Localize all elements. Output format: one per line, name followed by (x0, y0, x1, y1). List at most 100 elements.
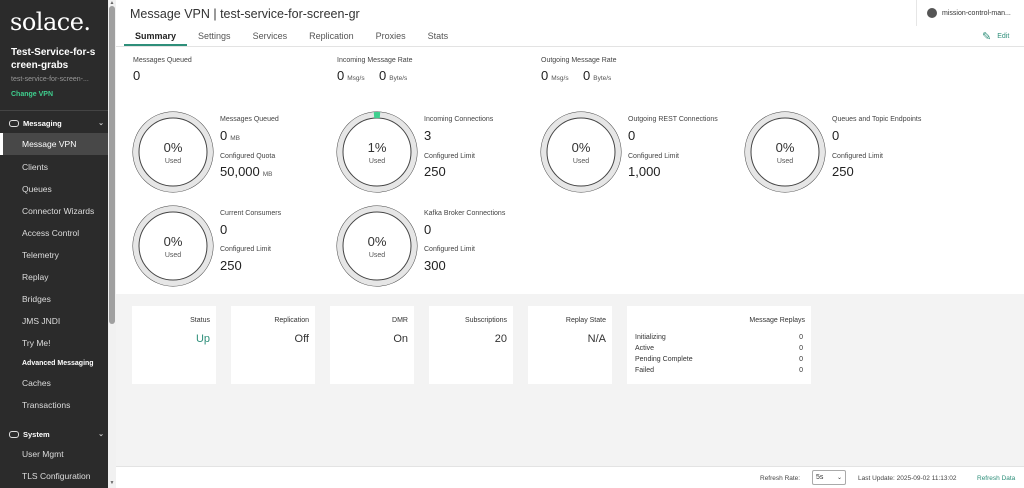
gauge-ring (132, 111, 214, 193)
gauge-limit-label: Configured Limit (628, 153, 679, 160)
sidebar-item-telemetry[interactable]: Telemetry (22, 250, 59, 260)
gauge-ring (336, 205, 418, 287)
tab-services[interactable]: Services (252, 31, 288, 41)
gauge-label: Outgoing REST Connections (628, 116, 718, 123)
incoming-byte-rate-value: 0 Byte/s (379, 68, 408, 83)
sidebar-item-caches[interactable]: Caches (22, 378, 51, 388)
sidebar-item-replay[interactable]: Replay (22, 272, 49, 282)
gauge-limit-value: 50,000 MB (220, 164, 273, 179)
gauge-track (133, 112, 213, 192)
gauge-limit-label: Configured Limit (220, 246, 271, 253)
sidebar-scrollbar[interactable]: ▲ ▼ (108, 0, 116, 488)
tab-bar: Summary Settings Services Replication Pr… (124, 26, 459, 46)
card-value: On (393, 333, 408, 345)
gauge-ring (336, 111, 418, 193)
main-content: Message VPN | test-service-for-screen-gr… (116, 0, 1024, 488)
edit-label: Edit (997, 33, 1010, 40)
system-section-label: System (23, 429, 50, 439)
refresh-rate-label: Refresh Rate: (760, 475, 801, 482)
card-label: Subscriptions (464, 317, 507, 324)
gauge-track (745, 112, 825, 192)
messages-queued-label: Messages Queued (133, 57, 192, 64)
gauge-limit-label: Configured Limit (832, 153, 883, 160)
gauge-percent: 0% (163, 234, 183, 249)
gauge-track (541, 112, 621, 192)
user-menu[interactable]: mission-control-man... (916, 0, 1024, 26)
gauge-limit-label: Configured Quota (220, 153, 276, 160)
system-icon (9, 430, 19, 438)
user-avatar-icon (927, 8, 937, 18)
chevron-down-icon: ⌄ (98, 120, 104, 127)
card-label: Replay State (565, 317, 606, 324)
sidebar-item-clients[interactable]: Clients (22, 162, 48, 172)
refresh-data-link[interactable]: Refresh Data (977, 475, 1016, 482)
gauge-inner-ring (546, 117, 616, 187)
edit-button[interactable]: ✎ Edit (982, 30, 1009, 43)
refresh-rate-value: 5s (816, 474, 824, 481)
gauge-label: Messages Queued (220, 116, 279, 123)
gauge-percent: 0% (571, 140, 591, 155)
sidebar-item-try-me[interactable]: Try Me! (22, 338, 51, 348)
card-value: N/A (587, 333, 606, 345)
gauge-track (337, 206, 417, 286)
sidebar-item-transactions[interactable]: Transactions (22, 400, 71, 410)
sidebar-item-queues[interactable]: Queues (22, 184, 52, 194)
footer-bar: Refresh Rate: 5s ⌄ Last Update: 2025-09-… (116, 466, 1024, 488)
incoming-rate-label: Incoming Message Rate (337, 57, 413, 64)
scroll-up-icon[interactable]: ▲ (109, 0, 115, 6)
sidebar-item-message-vpn[interactable]: Message VPN (0, 133, 108, 155)
change-vpn-link[interactable]: Change VPN (11, 91, 54, 98)
system-section-header[interactable]: System ⌄ (0, 423, 108, 445)
tab-settings[interactable]: Settings (198, 31, 231, 41)
scrollbar-thumb[interactable] (109, 6, 115, 324)
sidebar-item-jms-jndi[interactable]: JMS JNDI (22, 316, 61, 326)
card-label: DMR (392, 317, 408, 324)
chevron-down-icon: ⌄ (98, 431, 104, 438)
gauge-label: Kafka Broker Connections (424, 210, 506, 217)
refresh-rate-select[interactable]: 5s ⌄ (812, 470, 846, 485)
replay-row: Pending Complete 0 (635, 356, 803, 363)
solace-logo[interactable]: solace. (10, 8, 91, 36)
replay-row: Active 0 (635, 345, 803, 352)
gauge-label: Current Consumers (220, 210, 282, 217)
subscriptions-card: Subscriptions 20 (429, 306, 513, 384)
messages-queued-value: 0 (133, 68, 141, 83)
gauge-limit-value: 250 (424, 164, 446, 179)
tab-replication[interactable]: Replication (309, 31, 354, 41)
message-replays-card: Message Replays Initializing 0 Active 0 Pe… (627, 306, 811, 384)
messaging-section-label: Messaging (23, 118, 62, 128)
card-value: Off (294, 333, 309, 345)
messaging-section-header[interactable]: Messaging ⌄ (0, 112, 108, 134)
tab-proxies[interactable]: Proxies (375, 31, 406, 41)
user-name: mission-control-man... (942, 9, 1011, 17)
card-label: Replication (274, 317, 309, 324)
outgoing-rate-value: 0 Msg/s (541, 68, 569, 83)
scroll-down-icon[interactable]: ▼ (109, 480, 115, 486)
gauge-ring (540, 111, 622, 193)
gauge-inner-ring (342, 211, 412, 281)
gauge-used-label: Used (572, 158, 590, 165)
gauge-value: 0 (424, 222, 432, 237)
replication-card: Replication Off (231, 306, 315, 384)
gauge-limit-value: 250 (220, 258, 242, 273)
sidebar-item-connector-wizards[interactable]: Connector Wizards (22, 206, 95, 216)
gauge-ring (132, 205, 214, 287)
sidebar-item-access-control[interactable]: Access Control (22, 228, 80, 238)
tab-stats[interactable]: Stats (427, 31, 449, 41)
sidebar-item-tls-configuration[interactable]: TLS Configuration (22, 471, 91, 481)
outgoing-byte-rate-value: 0 Byte/s (583, 68, 612, 83)
tab-summary[interactable]: Summary (124, 26, 188, 46)
sidebar-item-bridges[interactable]: Bridges (22, 294, 51, 304)
gauge-percent: 0% (163, 140, 183, 155)
chevron-down-icon: ⌄ (836, 475, 842, 481)
sidebar-item-advanced-messaging[interactable]: Advanced Messaging (22, 359, 94, 367)
gauge-label: Queues and Topic Endpoints (832, 116, 922, 123)
gauge-value: 0 (832, 128, 840, 143)
tabs-divider (116, 46, 1024, 47)
replay-state-card: Replay State N/A (528, 306, 612, 384)
gauge-limit-value: 1,000 (628, 164, 661, 179)
card-label: Message Replays (749, 317, 805, 324)
gauge-queues-topic-endpoints: 0% Used (743, 110, 827, 194)
dmr-card: DMR On (330, 306, 414, 384)
sidebar-item-user-mgmt[interactable]: User Mgmt (22, 449, 64, 459)
